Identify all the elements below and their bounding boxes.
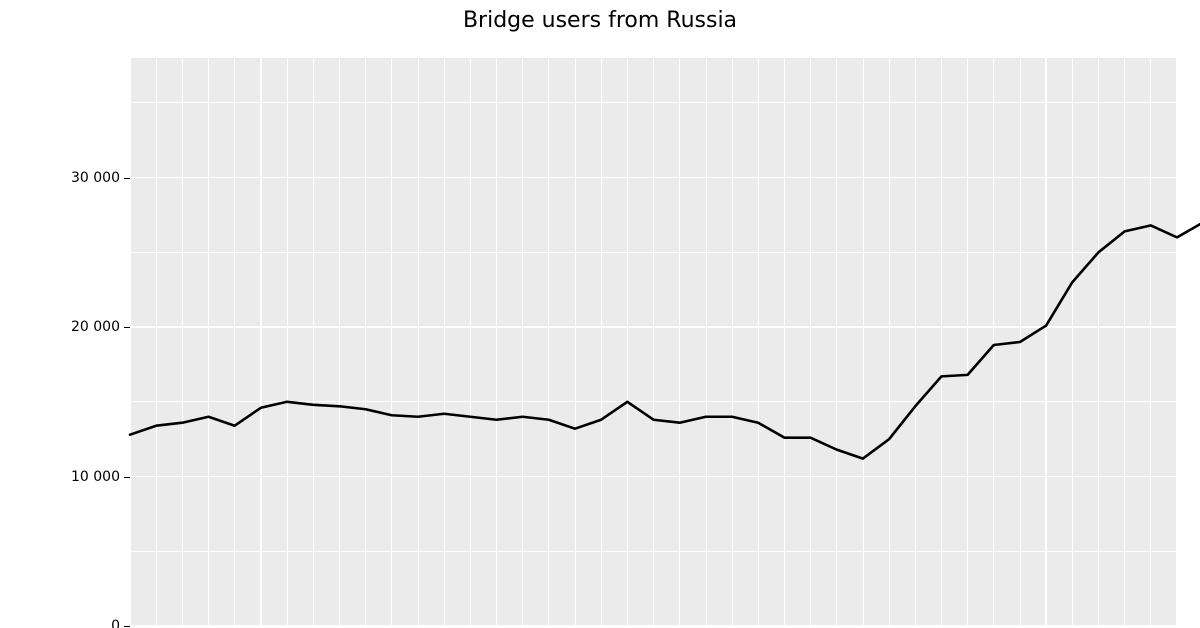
y-tick-label: 30 000 bbox=[71, 170, 130, 186]
y-tick-label: 10 000 bbox=[71, 469, 130, 485]
series-line bbox=[130, 68, 1200, 458]
line-series bbox=[130, 58, 1177, 626]
y-tick-mark bbox=[124, 626, 130, 627]
chart-title: Bridge users from Russia bbox=[0, 8, 1200, 33]
figure: Bridge users from Russia 010 00020 00030… bbox=[0, 0, 1200, 628]
y-tick-label: 20 000 bbox=[71, 319, 130, 335]
plot-area: 010 00020 00030 000 bbox=[130, 58, 1177, 626]
